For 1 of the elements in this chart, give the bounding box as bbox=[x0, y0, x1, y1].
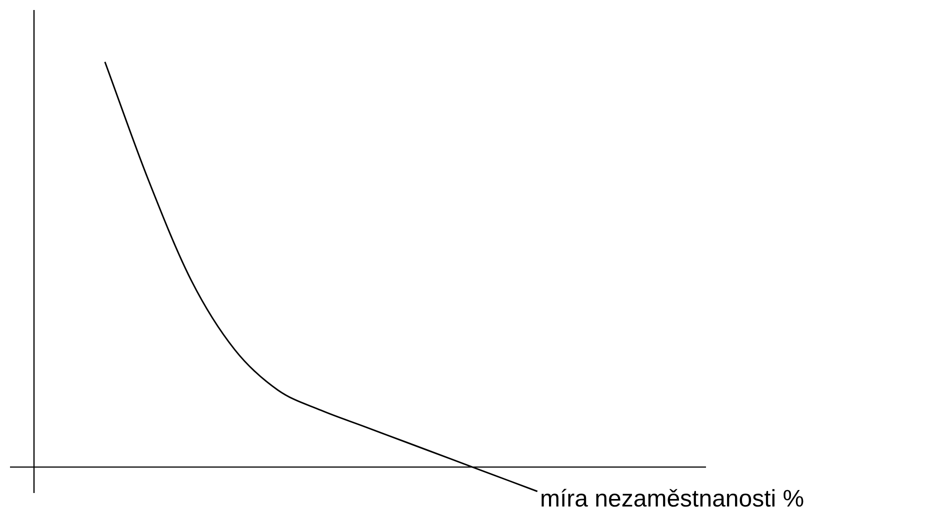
x-axis-title: míra nezaměstnanosti % bbox=[540, 486, 804, 513]
